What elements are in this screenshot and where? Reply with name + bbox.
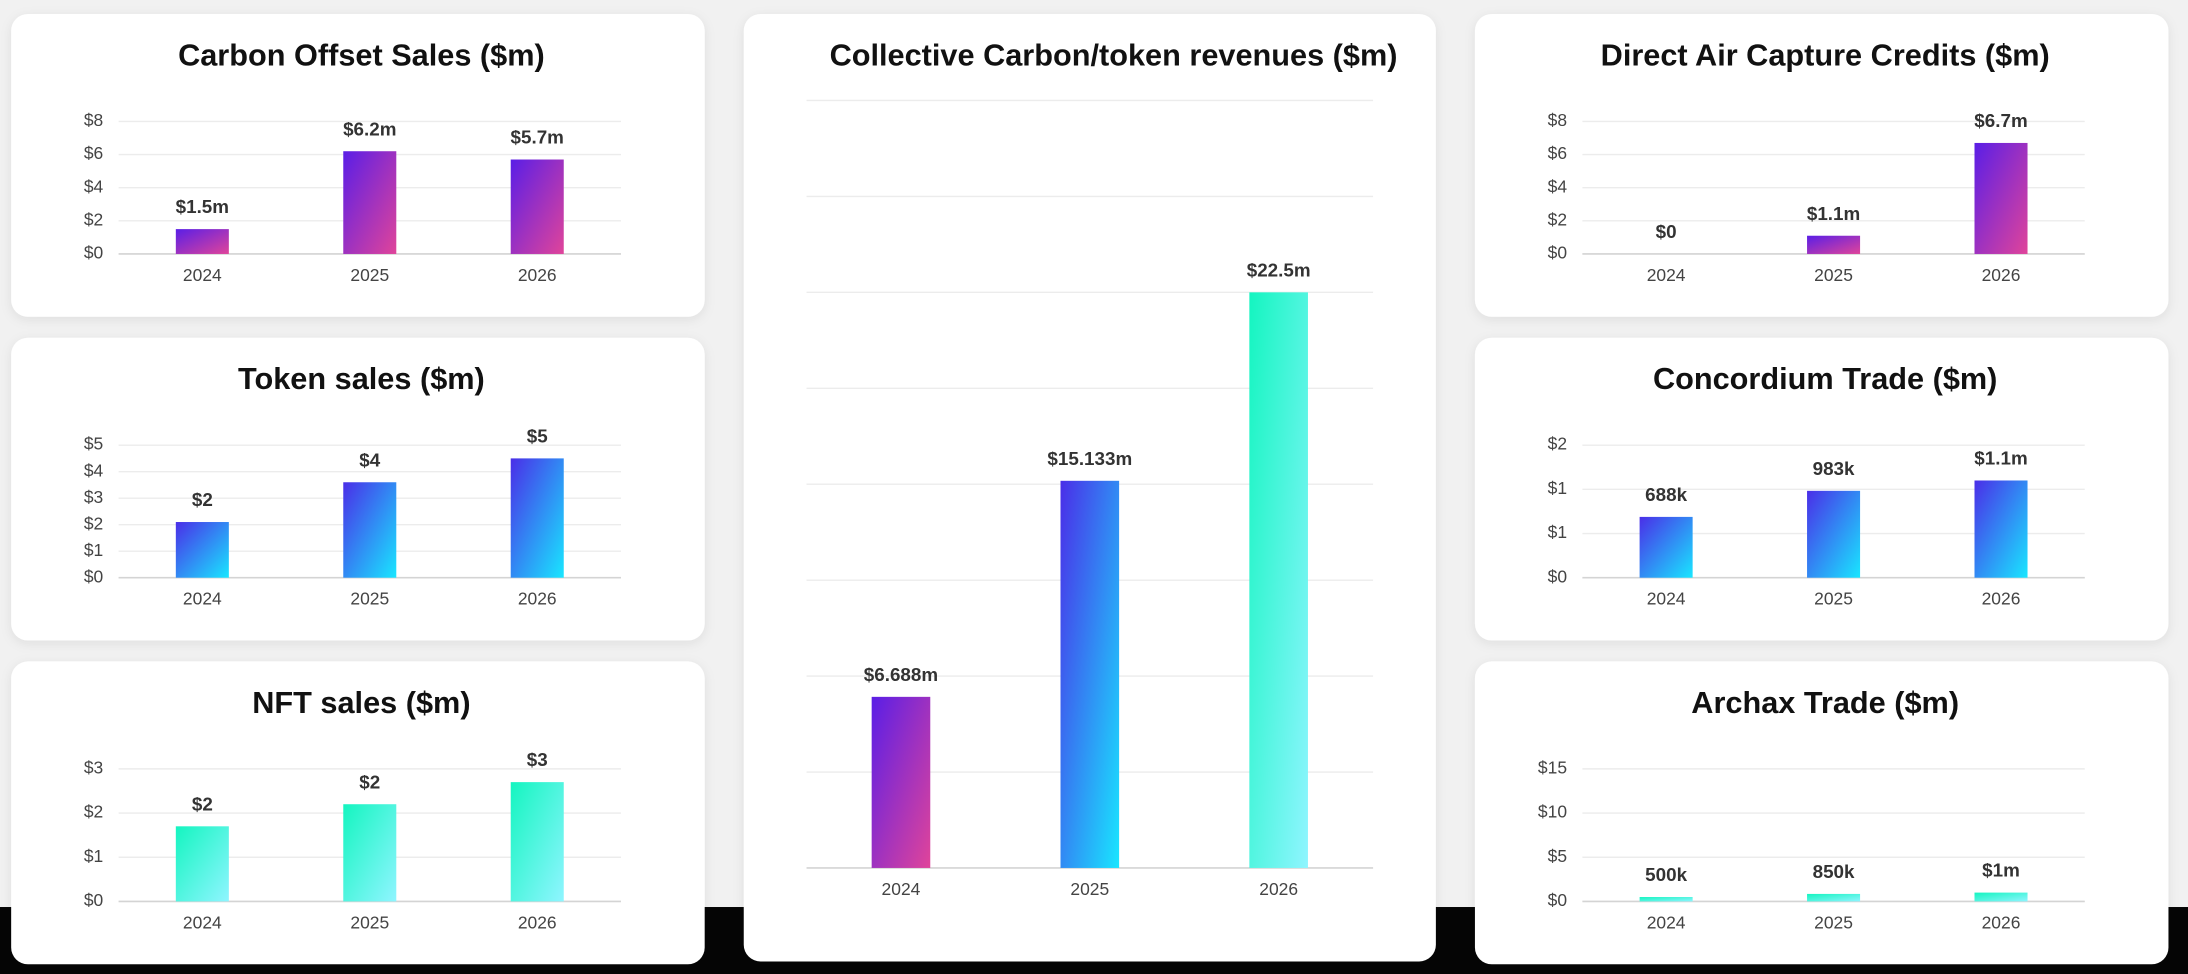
value-label: $2 [359, 771, 380, 792]
y-tick-label: $5 [1548, 846, 1567, 866]
bar [175, 229, 229, 254]
x-tick-label: 2024 [183, 265, 222, 285]
x-tick-label: 2025 [350, 589, 389, 609]
bar [1807, 893, 1861, 902]
y-tick-label: $6 [84, 143, 103, 163]
x-tick-label: 2026 [1259, 879, 1298, 899]
value-label: $6.2m [343, 118, 396, 139]
value-label: $5.7m [511, 127, 564, 148]
x-tick-label: 2024 [882, 879, 921, 899]
chart-title: Concordium Trade ($m) [1653, 361, 1997, 396]
value-label: 688k [1645, 484, 1687, 505]
y-tick-label: $0 [1548, 566, 1568, 586]
value-label: 500k [1645, 864, 1687, 885]
bar [343, 151, 397, 254]
value-label: $2 [192, 489, 213, 510]
y-tick-label: $4 [1548, 176, 1568, 196]
y-tick-label: $1 [1548, 478, 1567, 498]
bar [1060, 480, 1120, 868]
x-tick-label: 2025 [350, 265, 389, 285]
chart-title: Token sales ($m) [238, 361, 485, 396]
y-tick-label: $0 [84, 566, 104, 586]
y-tick-label: $8 [1548, 110, 1567, 130]
y-tick-label: $8 [84, 110, 103, 130]
chart-title: Archax Trade ($m) [1691, 685, 1959, 720]
x-tick-label: 2025 [1814, 912, 1853, 932]
bar [1974, 142, 2028, 254]
bar [1974, 480, 2028, 578]
bar [175, 826, 229, 902]
value-label: $1.5m [176, 196, 229, 217]
value-label: $1m [1982, 860, 2020, 881]
x-tick-label: 2026 [1982, 589, 2021, 609]
value-label: $5 [527, 425, 548, 446]
x-tick-label: 2025 [1814, 265, 1853, 285]
value-label: $2 [192, 793, 213, 814]
y-tick-label: $2 [84, 209, 103, 229]
value-label: 983k [1813, 458, 1855, 479]
y-tick-label: $3 [84, 757, 103, 777]
bar [1807, 490, 1861, 578]
y-tick-label: $10 [1538, 802, 1567, 822]
bar [871, 696, 931, 868]
value-label: $6.7m [1974, 110, 2027, 131]
x-tick-label: 2026 [1982, 912, 2021, 932]
chart-title: NFT sales ($m) [252, 685, 470, 720]
y-tick-label: $6 [1548, 143, 1567, 163]
bar [343, 804, 397, 902]
bar [1807, 235, 1861, 254]
x-tick-label: 2025 [350, 912, 389, 932]
value-label: $0 [1656, 221, 1677, 242]
x-tick-label: 2024 [183, 912, 222, 932]
chart-title: Collective Carbon/token revenues ($m) [830, 37, 1398, 72]
x-tick-label: 2024 [183, 589, 222, 609]
y-tick-label: $5 [84, 434, 103, 454]
bar [510, 159, 564, 254]
value-label: $6.688m [864, 664, 938, 685]
x-tick-label: 2026 [518, 265, 557, 285]
y-tick-label: $3 [84, 487, 103, 507]
x-tick-label: 2025 [1070, 879, 1109, 899]
x-tick-label: 2026 [518, 912, 557, 932]
y-tick-label: $0 [1548, 243, 1568, 263]
y-tick-label: $0 [1548, 890, 1568, 910]
y-tick-label: $4 [84, 460, 104, 480]
y-tick-label: $1 [84, 540, 103, 560]
x-tick-label: 2026 [518, 589, 557, 609]
value-label: 850k [1813, 861, 1855, 882]
value-label: $22.5m [1247, 259, 1311, 280]
x-tick-label: 2024 [1647, 589, 1686, 609]
value-label: $15.133m [1047, 448, 1132, 469]
x-tick-label: 2026 [1982, 265, 2021, 285]
y-tick-label: $1 [84, 846, 103, 866]
chart-title: Carbon Offset Sales ($m) [178, 37, 545, 72]
y-tick-label: $2 [1548, 209, 1567, 229]
y-tick-label: $2 [84, 513, 103, 533]
y-tick-label: $0 [84, 890, 104, 910]
bar [510, 782, 564, 902]
x-tick-label: 2025 [1814, 589, 1853, 609]
y-tick-label: $4 [84, 176, 104, 196]
chart-title: Direct Air Capture Credits ($m) [1601, 37, 2050, 72]
bar [510, 458, 564, 578]
x-tick-label: 2024 [1647, 265, 1686, 285]
y-tick-label: $2 [1548, 434, 1567, 454]
y-tick-label: $0 [84, 243, 104, 263]
y-tick-label: $2 [84, 802, 103, 822]
bar [343, 482, 397, 578]
value-label: $1.1m [1807, 203, 1860, 224]
value-label: $4 [359, 449, 380, 470]
bar [1639, 516, 1693, 578]
bar [1974, 892, 2028, 902]
y-tick-label: $1 [1548, 522, 1567, 542]
bar [1639, 897, 1693, 902]
x-tick-label: 2024 [1647, 912, 1686, 932]
y-tick-label: $15 [1538, 757, 1567, 777]
value-label: $1.1m [1974, 448, 2027, 469]
bar [175, 522, 229, 578]
bar [1249, 292, 1308, 868]
value-label: $3 [527, 749, 548, 770]
